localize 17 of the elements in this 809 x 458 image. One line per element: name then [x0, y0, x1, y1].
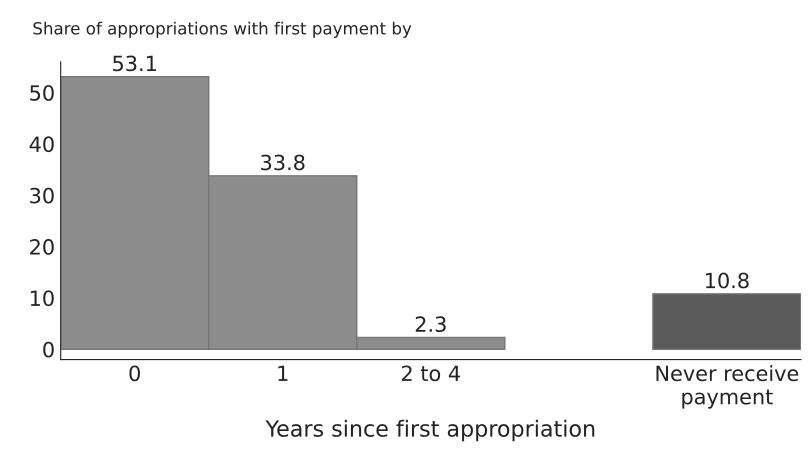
- x-tick-label: 2 to 4: [402, 365, 460, 382]
- y-tick-label: 10: [30, 290, 54, 306]
- y-axis-title: Share of appropriations with first payment by: [33, 22, 412, 38]
- bar: [652, 293, 801, 350]
- y-tick-label: 30: [30, 188, 54, 204]
- x-tick-label: 0: [129, 365, 140, 382]
- data-label: 33.8: [261, 154, 305, 170]
- data-label: 53.1: [113, 56, 156, 72]
- data-label: 10.8: [706, 272, 749, 288]
- y-tick-label: 20: [30, 239, 54, 255]
- y-tick-label: 0: [43, 342, 54, 358]
- x-axis-title: Years since first appropriation: [265, 420, 594, 442]
- x-tick-label: Never receive payment: [656, 365, 798, 409]
- x-tick-label: 1: [278, 366, 288, 381]
- y-tick-label: 40: [30, 136, 54, 152]
- y-tick-label: 50: [30, 85, 54, 101]
- data-label: 2.3: [416, 316, 446, 332]
